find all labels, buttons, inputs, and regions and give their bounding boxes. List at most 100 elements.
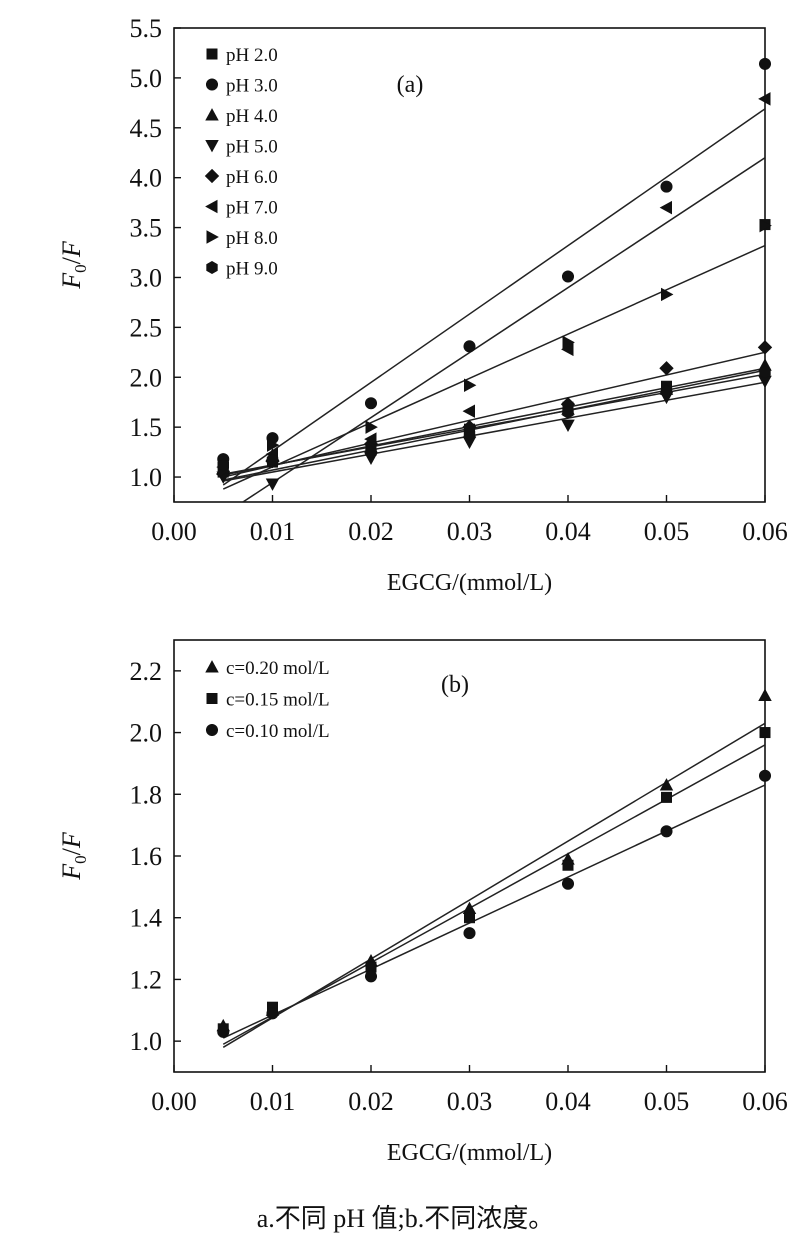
data-point-circle: [463, 340, 476, 353]
fit-lines: [222, 108, 765, 502]
fit-line-5: [242, 157, 765, 502]
data-point-circle: [463, 927, 476, 940]
fit-line-0: [222, 722, 765, 1048]
x-tick-label: 0.04: [545, 1087, 591, 1116]
x-tick-label: 0.02: [348, 517, 394, 546]
y-tick-label: 3.5: [130, 214, 163, 243]
y-tick-label: 2.0: [130, 363, 163, 392]
data-point-circle: [217, 1025, 230, 1038]
data-points: [216, 57, 773, 491]
data-point-triangle-up: [758, 688, 772, 702]
data-point-hexagon: [463, 427, 476, 441]
legend-marker-circle: [205, 723, 219, 737]
figure-caption: a.不同 pH 值;b.不同浓度。: [256, 1204, 555, 1233]
data-point-square: [759, 727, 771, 739]
data-point-triangle-right: [266, 438, 280, 452]
data-point-hexagon: [562, 405, 574, 419]
x-axis-title: EGCG/(mmol/L): [387, 1140, 552, 1166]
y-axis-title: F0/F: [57, 240, 90, 290]
x-tick-label: 0.01: [250, 1087, 296, 1116]
legend-marker-triangle-right: [206, 230, 219, 244]
y-axis-title-main: F: [57, 863, 86, 881]
legend-label: pH 7.0: [226, 198, 278, 219]
y-tick-label: 1.8: [130, 780, 163, 809]
data-point-circle: [364, 397, 378, 410]
y-tick-label: 1.5: [130, 413, 163, 442]
legend-marker-diamond: [204, 168, 220, 184]
data-point-circle: [758, 769, 772, 782]
y-tick-label: 5.5: [130, 14, 163, 43]
y-axis-title-tail: /: [57, 256, 86, 264]
data-point-circle: [758, 57, 772, 70]
legend-marker-hexagon: [206, 260, 218, 275]
y-tick-label: 4.5: [130, 114, 163, 143]
data-point-hexagon: [660, 384, 673, 398]
data-point-triangle-left: [462, 404, 476, 418]
legend-marker-square: [206, 48, 218, 60]
fit-line-2: [222, 784, 765, 1039]
y-tick-label: 2.5: [130, 313, 163, 342]
data-point-triangle-left: [659, 200, 673, 215]
y-tick-label: 2.2: [130, 657, 163, 686]
chart-panel-a: 0.00 0.01 0.02 0.03 0.04 0.05 0.06 1.0 1.5 2.0 2.5…: [57, 14, 788, 596]
x-tick-label: 0.01: [250, 517, 296, 546]
legend-label: c=0.15 mol/L: [226, 690, 330, 711]
legend-label: c=0.10 mol/L: [226, 721, 330, 742]
data-point-hexagon: [365, 445, 377, 459]
y-tick-label: 5.0: [130, 64, 163, 93]
legend-label: pH 2.0: [226, 45, 278, 66]
data-point-triangle-right: [463, 378, 477, 392]
y-tick-label: 1.2: [130, 965, 163, 994]
legend-label: pH 8.0: [226, 228, 278, 249]
legend: pH 2.0 pH 3.0 pH 4.0 pH 5.0 pH 6.0 pH 7.0 pH 8…: [204, 45, 278, 280]
data-point-square: [562, 859, 574, 871]
legend-marker-triangle-up: [205, 660, 219, 673]
data-point-circle: [364, 970, 378, 983]
x-tick-label: 0.04: [545, 517, 591, 546]
x-tick-label: 0.03: [447, 517, 493, 546]
fit-line-6: [222, 244, 765, 490]
x-tick-label: 0.03: [447, 1087, 493, 1116]
legend-label: pH 5.0: [226, 137, 278, 158]
data-point-triangle-down: [265, 478, 280, 491]
legend-label: pH 9.0: [226, 259, 278, 280]
chart-panel-b: 0.00 0.01 0.02 0.03 0.04 0.05 0.06 1.0 1.2 1.4 1.6…: [57, 639, 788, 1166]
data-point-square: [660, 791, 672, 803]
legend-label: pH 3.0: [226, 76, 278, 97]
data-point-triangle-down: [561, 419, 575, 433]
data-point-hexagon: [266, 453, 279, 467]
legend-marker-triangle-left: [205, 199, 218, 214]
data-point-triangle-right: [660, 287, 674, 302]
y-tick-label: 1.6: [130, 842, 163, 871]
x-tick-label: 0.05: [644, 517, 690, 546]
y-axis-title-tail-f: F: [57, 240, 86, 258]
data-point-circle: [266, 1007, 279, 1020]
data-point-triangle-up: [462, 901, 477, 914]
data-point-circle: [660, 180, 673, 193]
fit-line-1: [222, 744, 765, 1045]
legend-label: pH 6.0: [226, 167, 278, 188]
x-tick-label: 0.06: [742, 517, 788, 546]
fit-line-3: [223, 381, 765, 482]
fit-line-0: [223, 369, 765, 481]
data-point-circle: [561, 877, 575, 890]
x-tick-label: 0.00: [151, 1087, 197, 1116]
y-tick-label: 1.0: [130, 463, 163, 492]
y-axis-title-tail: /: [57, 847, 86, 855]
y-tick-label: 2.0: [130, 719, 163, 748]
data-point-triangle-left: [364, 432, 377, 446]
x-tick-label: 0.06: [742, 1087, 788, 1116]
panel-label: (a): [397, 72, 424, 98]
data-point-diamond: [659, 361, 674, 376]
data-point-circle: [561, 270, 575, 283]
legend-marker-triangle-down: [205, 140, 219, 153]
data-point-hexagon: [759, 365, 771, 379]
fit-lines: [222, 722, 765, 1048]
x-tick-label: 0.02: [348, 1087, 394, 1116]
data-point-triangle-up: [659, 778, 674, 791]
data-point-diamond: [757, 340, 773, 355]
y-tick-label: 4.0: [130, 164, 163, 193]
x-tick-label: 0.00: [151, 517, 197, 546]
y-tick-label: 1.4: [130, 904, 163, 933]
